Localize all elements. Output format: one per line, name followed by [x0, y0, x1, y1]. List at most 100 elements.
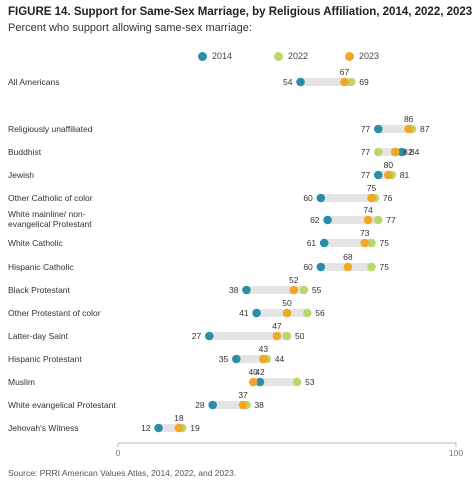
point-2023 — [363, 215, 373, 225]
legend-label-2023: 2023 — [359, 51, 380, 61]
point-2023 — [248, 377, 258, 387]
data-label-2014: 42 — [255, 367, 265, 377]
data-label-2022: 69 — [359, 77, 369, 87]
data-label-2023: 82 — [403, 147, 413, 157]
row-label: White mainline/ non- — [8, 209, 86, 219]
figure-subtitle: Percent who support allowing same-sex ma… — [8, 22, 252, 34]
range-bar — [378, 148, 402, 156]
row-label: Buddhist — [8, 147, 42, 157]
point-2023 — [404, 124, 413, 134]
point-2014 — [319, 238, 329, 248]
data-label-2022: 38 — [254, 400, 264, 410]
data-label-2023: 43 — [259, 344, 269, 354]
point-2014 — [208, 400, 217, 410]
range-bar — [320, 194, 375, 202]
row-label: Black Protestant — [8, 285, 71, 295]
data-label-2014: 62 — [310, 215, 320, 225]
figure-title: FIGURE 14. Support for Same-Sex Marriage… — [8, 6, 473, 18]
row-label: Jewish — [8, 170, 34, 180]
data-label-2022: 44 — [275, 354, 285, 364]
legend-label-2022: 2022 — [288, 51, 309, 61]
data-label-2014: 54 — [283, 77, 293, 87]
point-2014 — [316, 262, 326, 272]
point-2022 — [373, 147, 383, 157]
range-bar — [327, 216, 379, 224]
data-label-2014: 77 — [361, 170, 371, 180]
point-2014 — [232, 354, 241, 364]
data-label-2014: 27 — [192, 331, 202, 341]
row-label: White evangelical Protestant — [8, 400, 116, 410]
data-label-2023: 75 — [367, 183, 377, 193]
row-label: Other Catholic of color — [8, 193, 93, 203]
data-label-2022: 55 — [312, 285, 322, 295]
source-note: Source: PRRI American Values Atlas, 2014… — [8, 468, 237, 478]
row-label: Jehovah's Witness — [8, 423, 79, 433]
point-2014 — [296, 77, 305, 87]
data-label-2022: 77 — [361, 147, 371, 157]
data-label-2022: 75 — [380, 262, 390, 272]
data-label-2023: 52 — [289, 275, 299, 285]
legend-item-2023: 2023 — [345, 49, 379, 63]
data-label-2022: 56 — [315, 308, 325, 318]
legend-item-2014: 2014 — [198, 49, 232, 63]
data-label-2022: 50 — [295, 331, 305, 341]
data-label-2022: 77 — [386, 215, 396, 225]
range-bar — [324, 239, 372, 247]
range-bar — [300, 78, 352, 86]
data-label-2023: 74 — [363, 205, 373, 215]
row-label: Religiously unaffiliated — [8, 124, 93, 134]
data-label-2023: 67 — [340, 67, 350, 77]
point-2023 — [360, 238, 370, 248]
row-label: Other Protestant of color — [8, 308, 101, 318]
point-2023 — [259, 354, 268, 364]
point-2022 — [299, 285, 309, 295]
point-2014 — [154, 423, 163, 433]
data-label-2014: 77 — [361, 124, 371, 134]
point-2022 — [292, 377, 302, 387]
data-label-2022: 81 — [400, 170, 410, 180]
point-2022 — [282, 331, 292, 341]
data-label-2022: 75 — [380, 238, 390, 248]
range-bar — [256, 309, 308, 317]
point-2023 — [174, 423, 184, 433]
point-2014 — [255, 377, 265, 387]
data-label-2014: 28 — [195, 400, 205, 410]
point-2014 — [316, 193, 326, 203]
data-label-2023: 86 — [404, 114, 414, 124]
point-2014 — [242, 285, 251, 295]
x-tick-label: 0 — [116, 448, 121, 458]
legend-item-2022: 2022 — [274, 49, 308, 63]
legend-marker-2022 — [274, 51, 283, 61]
point-2014 — [397, 147, 407, 157]
range-bar — [209, 332, 287, 340]
data-label-2022: 76 — [383, 193, 393, 203]
data-label-2014: 41 — [239, 308, 249, 318]
point-2014 — [252, 308, 261, 318]
legend-label-2014: 2014 — [212, 51, 233, 61]
row-label: White Catholic — [8, 238, 64, 248]
row-label: evangelical Protestant — [8, 219, 92, 229]
data-label-2023: 68 — [343, 252, 353, 262]
data-label-2014: 61 — [307, 238, 317, 248]
data-label-2014: 84 — [410, 147, 420, 157]
range-bar — [246, 286, 304, 294]
data-label-2023: 73 — [360, 228, 370, 238]
data-label-2023: 50 — [282, 298, 292, 308]
legend-marker-2023 — [345, 51, 354, 61]
point-2023 — [272, 331, 282, 341]
range-bar — [212, 401, 247, 409]
point-2022 — [346, 77, 356, 87]
point-2022 — [302, 308, 312, 318]
range-bar — [158, 424, 183, 432]
point-2023 — [384, 170, 393, 180]
point-2023 — [343, 262, 353, 272]
data-label-2022: 87 — [420, 124, 430, 134]
data-label-2014: 38 — [229, 285, 239, 295]
point-2023 — [340, 77, 349, 87]
row-label: Hispanic Catholic — [8, 262, 74, 272]
point-2023 — [367, 193, 376, 203]
row-label: Muslim — [8, 377, 35, 387]
chart-legend: 2014 2022 2023 — [0, 46, 474, 66]
data-label-2014: 60 — [303, 262, 313, 272]
